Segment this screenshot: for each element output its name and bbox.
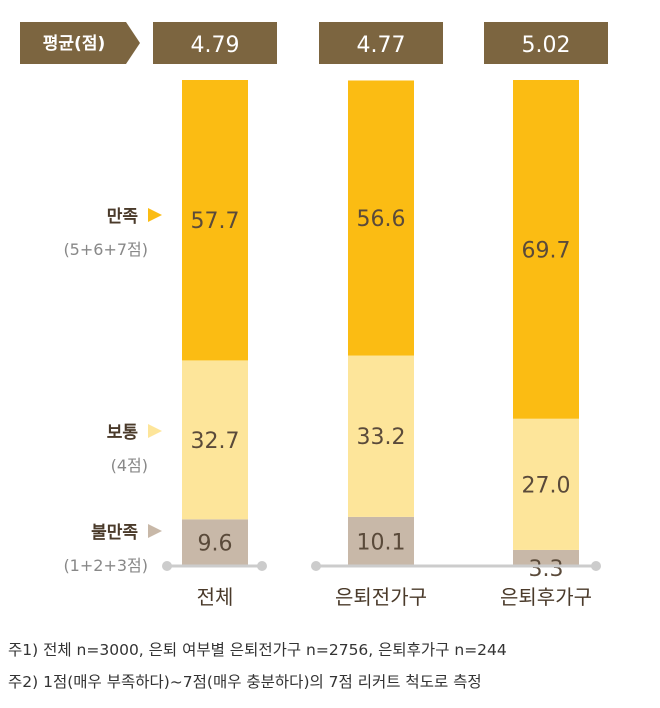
arrow-icon-neutral [148,424,162,438]
average-box [153,22,277,64]
arrow-icon-dissatisfied [148,524,162,538]
bar-segment-satisfied [348,80,414,356]
average-header: 평균(점) [20,22,140,64]
bar-segment-neutral [182,360,248,520]
category-label: 은퇴후가구 [500,585,592,609]
bar-segment-satisfied [513,80,579,419]
row-sub-satisfied: (5+6+7점) [63,240,148,259]
average-box [484,22,608,64]
average-label-box [20,22,140,64]
bar-segment-satisfied [182,80,248,361]
bar-segment-dissatisfied [513,549,579,566]
baseline [162,561,601,571]
footnote-2: 주2) 1점(매우 부족하다)~7점(매우 충분하다)의 7점 리커트 척도로 … [8,673,482,691]
bar-value-dissatisfied: 3.3 [529,557,564,582]
footnote-1: 주1) 전체 n=3000, 은퇴 여부별 은퇴전가구 n=2756, 은퇴후가… [8,641,507,659]
baseline-dot [311,561,321,571]
average-box [319,22,443,64]
stacked-bar-chart: 평균(점) 4.79 4.77 5.02 9.6 32.7 57.7 10.1 33.2 56… [20,22,608,609]
baseline-dot [162,561,172,571]
row-labels: 불만족 (1+2+3점) 보통 (4점) 만족 (5+6+7점) [63,207,162,575]
average-label: 평균(점) [43,34,105,54]
average-value: 4.77 [357,33,406,58]
category-label: 은퇴전가구 [335,585,427,609]
bar-value-dissatisfied: 9.6 [198,532,233,557]
row-label-dissatisfied: 불만족 [91,523,138,543]
baseline-dot [591,561,601,571]
category-label: 전체 [197,585,234,609]
bar-segment-neutral [348,355,414,517]
bar-value-neutral: 27.0 [522,473,571,498]
baseline-dot [257,561,267,571]
average-value: 4.79 [191,33,240,58]
bar-value-satisfied: 69.7 [522,238,571,263]
bar-value-satisfied: 56.6 [357,207,406,232]
bar-segment-dissatisfied [182,519,248,566]
arrow-icon-satisfied [148,208,162,222]
category-labels: 전체 은퇴전가구 은퇴후가구 [197,585,592,609]
bar-value-neutral: 32.7 [191,429,240,454]
average-value: 5.02 [522,33,571,58]
bar-segment-neutral [513,418,579,550]
bar-value-satisfied: 57.7 [191,209,240,234]
bar-value-neutral: 33.2 [357,425,406,450]
row-sub-dissatisfied: (1+2+3점) [63,556,148,575]
row-label-neutral: 보통 [107,423,139,443]
row-label-satisfied: 만족 [107,207,139,227]
bar-segment-dissatisfied [348,516,414,566]
bars: 9.6 32.7 57.7 10.1 33.2 56.6 3.3 27.0 69.7 [182,80,579,582]
row-sub-neutral: (4점) [111,456,148,475]
average-values: 4.79 4.77 5.02 [153,22,608,64]
bar-value-dissatisfied: 10.1 [357,530,406,555]
